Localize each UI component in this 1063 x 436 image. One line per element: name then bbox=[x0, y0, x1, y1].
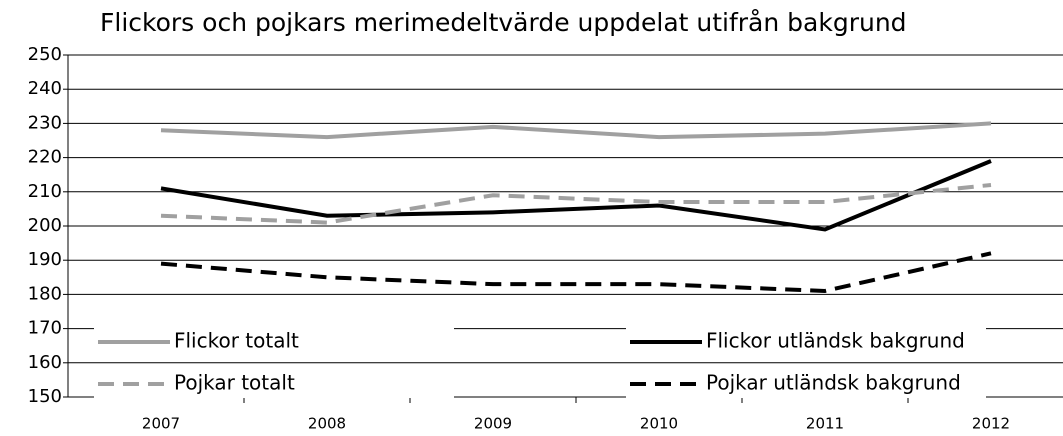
y-tick-label: 240 bbox=[28, 78, 62, 99]
y-tick-label: 220 bbox=[28, 147, 62, 168]
x-tick-label: 2008 bbox=[308, 415, 346, 433]
y-tick-label: 250 bbox=[28, 44, 62, 65]
y-tick-label: 170 bbox=[28, 318, 62, 339]
y-tick-label: 150 bbox=[28, 386, 62, 407]
x-tick-label: 2009 bbox=[474, 415, 512, 433]
series-line bbox=[160, 159, 992, 232]
legend-label: Flickor utländsk bakgrund bbox=[706, 329, 965, 353]
legend-label: Pojkar totalt bbox=[174, 371, 295, 395]
y-tick-label: 210 bbox=[28, 181, 62, 202]
y-tick-label: 180 bbox=[28, 283, 62, 304]
series-line bbox=[160, 182, 992, 225]
legend-label: Pojkar utländsk bakgrund bbox=[706, 371, 961, 395]
y-tick-label: 200 bbox=[28, 215, 62, 236]
legend-label: Flickor totalt bbox=[174, 329, 299, 353]
series-line bbox=[160, 121, 992, 140]
x-tick-label: 2011 bbox=[806, 415, 844, 433]
x-tick-label: 2012 bbox=[972, 415, 1010, 433]
x-tick-label: 2007 bbox=[142, 415, 180, 433]
series-line bbox=[160, 251, 992, 293]
y-tick-label: 230 bbox=[28, 112, 62, 133]
x-tick-label: 2010 bbox=[640, 415, 678, 433]
y-tick-label: 160 bbox=[28, 352, 62, 373]
chart-title: Flickors och pojkars merimedeltvärde upp… bbox=[100, 8, 907, 37]
y-tick-label: 190 bbox=[28, 249, 62, 270]
